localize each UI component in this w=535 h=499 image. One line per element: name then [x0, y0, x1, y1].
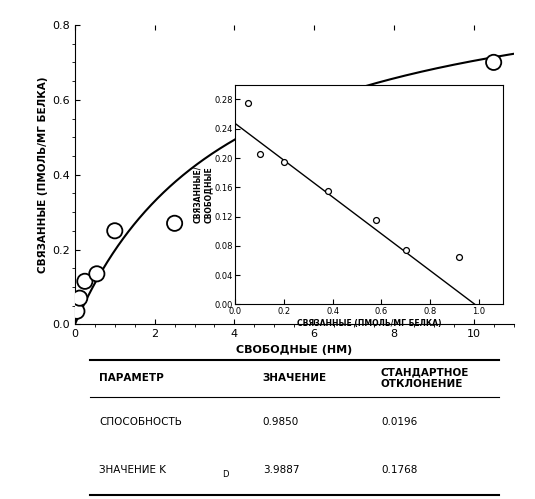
Point: [243, 99, 252, 107]
Text: 0.9850: 0.9850: [263, 417, 299, 427]
Point: [401, 246, 410, 253]
Point: [93, 270, 101, 278]
X-axis label: СВОБОДНЫЕ (НМ): СВОБОДНЫЕ (НМ): [236, 345, 353, 355]
X-axis label: СВЯЗАННЫЕ (ПМОЛЬ/МГ БЕЛКА): СВЯЗАННЫЕ (ПМОЛЬ/МГ БЕЛКА): [297, 319, 441, 328]
Point: [372, 216, 381, 224]
Text: ЗНАЧЕНИЕ K: ЗНАЧЕНИЕ K: [99, 465, 166, 475]
Point: [270, 178, 279, 186]
Text: ЗНАЧЕНИЕ: ЗНАЧЕНИЕ: [263, 373, 327, 384]
Text: D: D: [221, 470, 228, 479]
Y-axis label: СВЯЗАННЫЕ (ПМОЛЬ/МГ БЕЛКА): СВЯЗАННЫЕ (ПМОЛЬ/МГ БЕЛКА): [38, 76, 48, 273]
Point: [170, 220, 179, 228]
Text: СТАНДАРТНОЕ
ОТКЛОНЕНИЕ: СТАНДАРТНОЕ ОТКЛОНЕНИЕ: [381, 368, 469, 389]
Text: 0.1768: 0.1768: [381, 465, 417, 475]
Point: [73, 307, 81, 315]
Text: ПАРАМЕТР: ПАРАМЕТР: [99, 373, 164, 384]
Text: 0.0196: 0.0196: [381, 417, 417, 427]
Point: [280, 158, 288, 166]
Point: [81, 277, 89, 285]
Point: [324, 187, 332, 195]
Text: СПОСОБНОСТЬ: СПОСОБНОСТЬ: [99, 417, 182, 427]
Point: [255, 150, 264, 158]
Point: [490, 58, 498, 66]
Point: [111, 227, 119, 235]
Point: [75, 294, 84, 302]
Text: 3.9887: 3.9887: [263, 465, 299, 475]
Y-axis label: СВЯЗАННЫЕ/
СВОБОДНЫЕ: СВЯЗАННЫЕ/ СВОБОДНЫЕ: [193, 166, 213, 224]
Point: [455, 253, 463, 261]
